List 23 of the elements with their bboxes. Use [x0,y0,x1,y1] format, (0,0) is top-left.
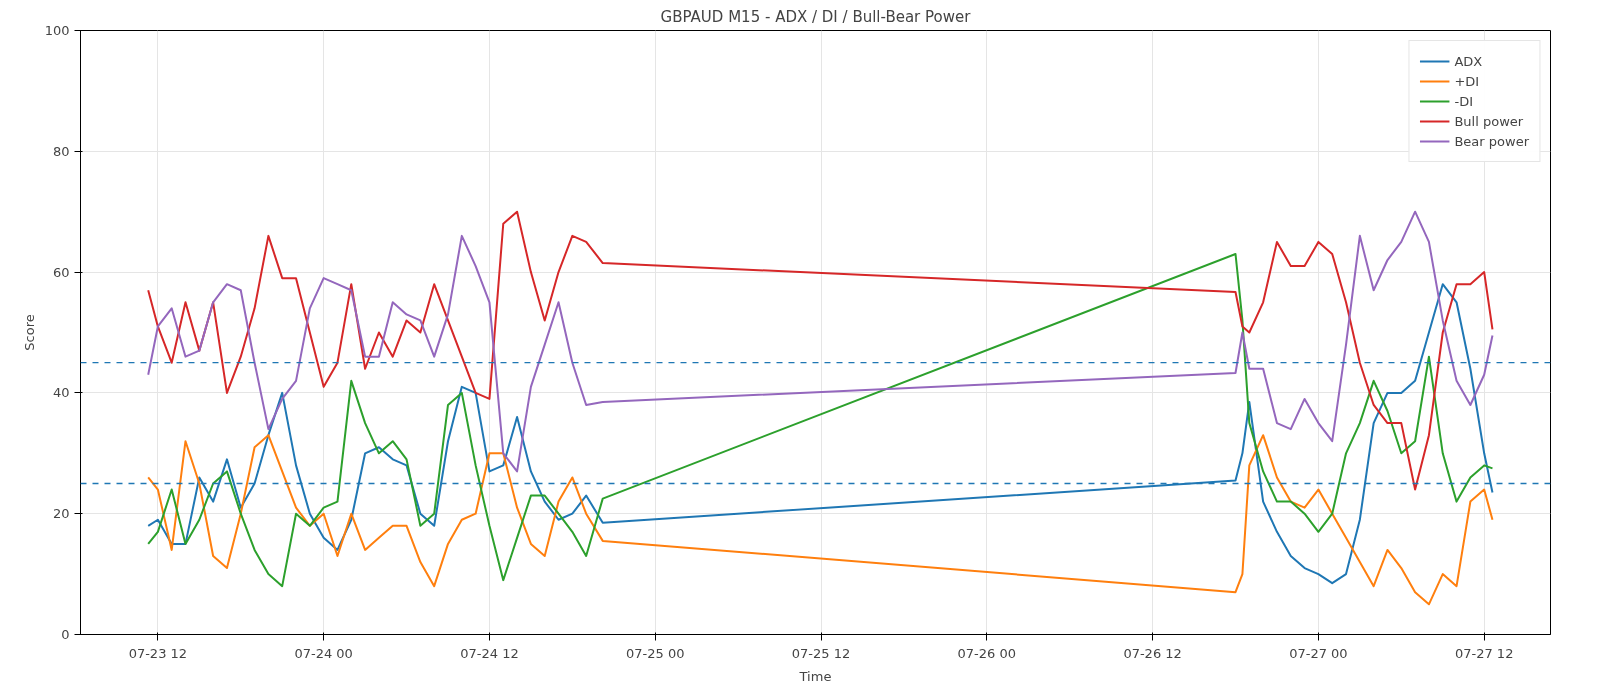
legend-label: +DI [1454,73,1480,89]
legend-label: -DI [1454,93,1474,109]
x-tick-label: 07-27 00 [1289,645,1348,661]
x-tick-label: 07-24 12 [460,645,519,661]
x-axis-title: Time [798,668,832,684]
x-tick-label: 07-23 12 [128,645,188,661]
chart-title: GBPAUD M15 - ADX / DI / Bull-Bear Power [660,7,972,26]
legend-label: Bull power [1454,113,1524,129]
y-tick-label: 20 [52,506,70,522]
y-tick-label: 100 [44,23,70,38]
x-tick-label: 07-27 12 [1454,645,1514,661]
legend-label: ADX [1454,53,1483,69]
x-tick-label: 07-24 00 [294,645,353,661]
y-tick-label: 80 [52,143,70,159]
y-tick-label: 60 [52,264,70,280]
y-tick-label: 40 [52,385,70,401]
legend-label: Bear power [1454,133,1529,149]
y-tick-label: 0 [61,627,70,642]
y-axis-title: Score [21,314,37,351]
x-tick-label: 07-26 12 [1123,645,1182,661]
x-tick-label: 07-25 12 [791,645,851,661]
x-tick-label: 07-26 00 [957,645,1017,661]
x-tick-label: 07-25 00 [626,645,685,661]
